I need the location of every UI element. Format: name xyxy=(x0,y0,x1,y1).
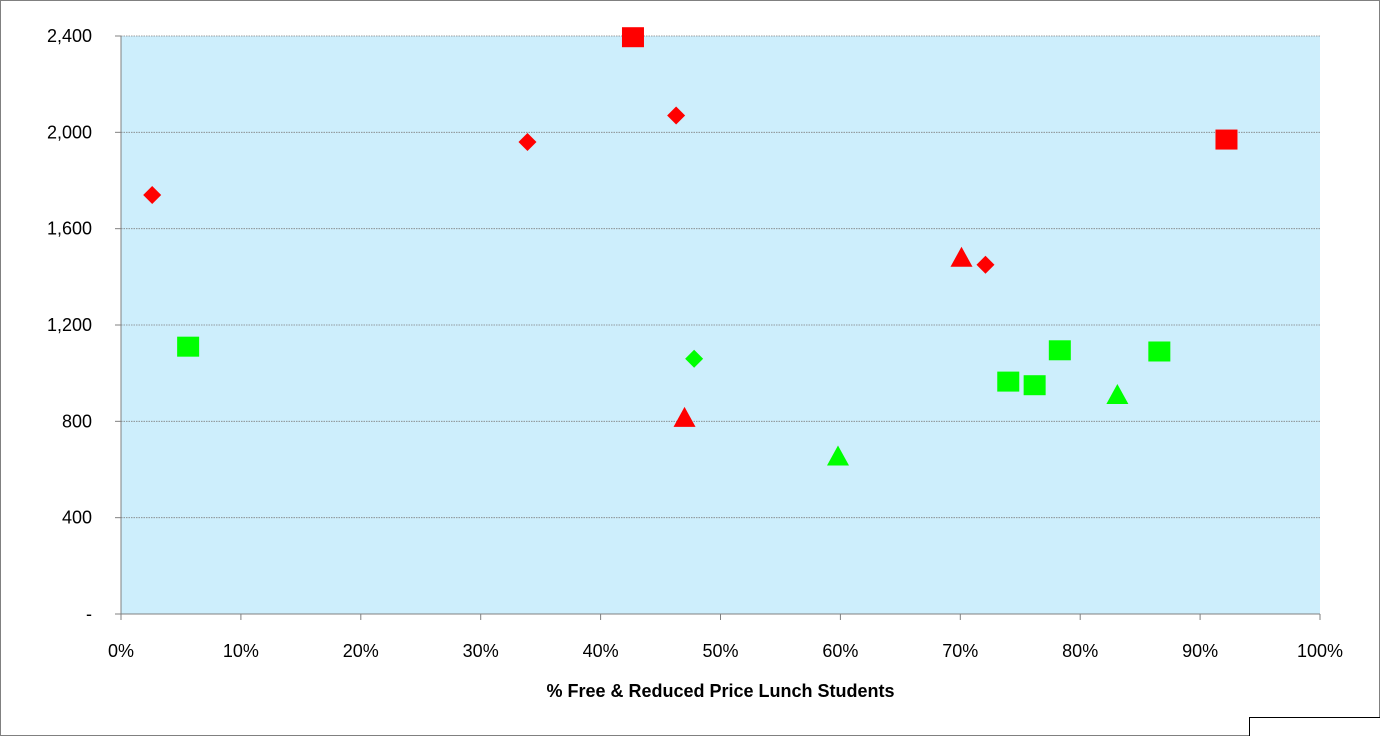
x-tick-label: 40% xyxy=(583,641,619,661)
data-point-square xyxy=(997,371,1020,392)
data-point-triangle xyxy=(950,246,973,267)
x-tick-label: 100% xyxy=(1297,641,1343,661)
x-tick-label: 90% xyxy=(1182,641,1218,661)
data-points xyxy=(143,27,1238,466)
legend-box xyxy=(1249,717,1380,736)
x-tick-label: 60% xyxy=(822,641,858,661)
x-tick-label: 10% xyxy=(223,641,259,661)
y-tick-label: 1,600 xyxy=(47,219,92,239)
data-point-square xyxy=(621,27,644,48)
x-axis-tick-labels: 0% 10% 20% 30% 40% 50% 60% 70% 80% 90% 100% xyxy=(108,641,1343,661)
y-axis-tick-labels: - 400 800 1,200 1,600 2,000 2,400 xyxy=(47,26,92,624)
data-point-triangle xyxy=(1106,384,1129,405)
y-tick-label: 2,400 xyxy=(47,26,92,46)
y-tick-label: 400 xyxy=(62,508,92,528)
plot-area xyxy=(121,36,1320,614)
x-tick-label: 30% xyxy=(463,641,499,661)
y-tick-label: 800 xyxy=(62,411,92,431)
data-point-diamond xyxy=(976,255,995,274)
x-tick-label: 0% xyxy=(108,641,134,661)
data-point-triangle xyxy=(827,445,850,466)
x-tick-label: 20% xyxy=(343,641,379,661)
y-tick-label: 1,200 xyxy=(47,315,92,335)
x-tick-label: 50% xyxy=(702,641,738,661)
y-tick-label: - xyxy=(86,604,92,624)
x-tick-label: 80% xyxy=(1062,641,1098,661)
data-point-square xyxy=(1148,341,1171,362)
data-point-diamond xyxy=(667,106,686,125)
data-point-diamond xyxy=(518,132,537,151)
data-point-square xyxy=(1048,340,1071,361)
data-point-triangle xyxy=(673,406,696,427)
data-point-diamond xyxy=(685,349,704,368)
x-tick-label: 70% xyxy=(942,641,978,661)
x-axis-title: % Free & Reduced Price Lunch Students xyxy=(546,681,894,701)
data-point-square xyxy=(177,336,200,357)
data-point-diamond xyxy=(143,185,162,204)
axes xyxy=(115,35,1321,620)
y-tick-label: 2,000 xyxy=(47,122,92,142)
data-point-square xyxy=(1215,129,1238,150)
data-point-square xyxy=(1023,375,1046,396)
